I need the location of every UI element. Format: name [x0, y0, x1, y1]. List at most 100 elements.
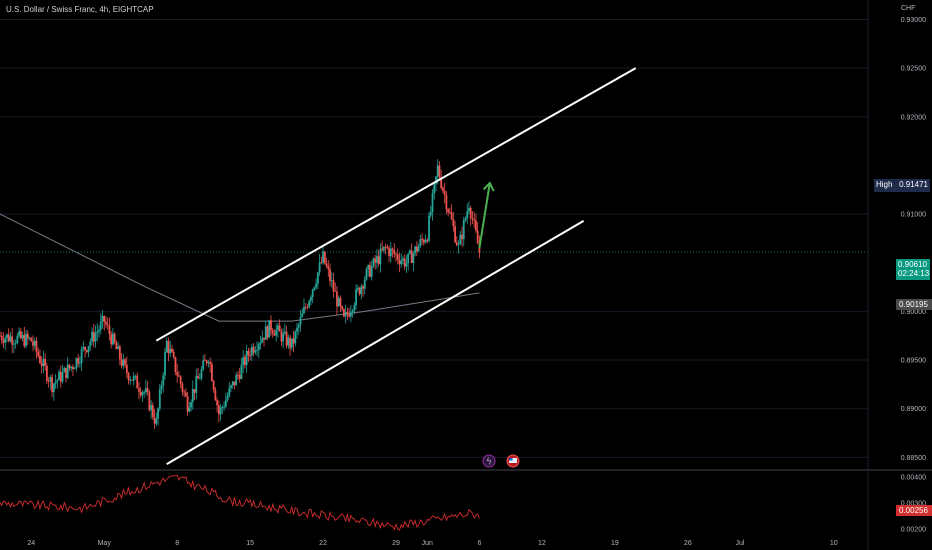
moving-average-line [0, 213, 480, 322]
event-icon-lightning[interactable] [482, 454, 496, 468]
candle-body [372, 258, 375, 267]
candle-body [273, 333, 276, 336]
oscillator-tick-label: 0.00400 [901, 475, 926, 482]
candle-body [360, 286, 363, 295]
candle-body [73, 368, 76, 370]
candle-body [396, 254, 399, 260]
channel-upper-line[interactable] [155, 67, 637, 342]
candle-body [339, 297, 342, 307]
candle-body [337, 297, 340, 307]
candle-body [322, 251, 324, 263]
candle-body [412, 253, 415, 263]
candle-body [2, 339, 5, 343]
candle-body [37, 351, 40, 356]
candle-body [457, 244, 460, 246]
symbol-header: U.S. Dollar / Swiss Franc, 4h, EIGHTCAP [6, 5, 154, 14]
trend-channel[interactable] [155, 67, 637, 466]
candle-body [169, 348, 172, 354]
candle-body [297, 325, 300, 328]
candle-body [165, 340, 168, 353]
candle-body [264, 326, 267, 340]
candle-body [270, 320, 272, 331]
price-tick-label: 0.92500 [901, 66, 926, 73]
candle-body [313, 287, 316, 290]
candle-body [9, 336, 12, 342]
candle-body [287, 337, 290, 346]
candle-body [278, 325, 281, 332]
candle-body [247, 351, 250, 356]
candle-body [238, 374, 241, 379]
candle-body [52, 383, 55, 393]
flag-canton-icon [509, 458, 513, 461]
candle-body [30, 337, 33, 342]
candle-body [363, 279, 366, 289]
candle-body [341, 306, 344, 310]
candle-body [127, 373, 130, 381]
candle-body [330, 280, 333, 282]
moving-average [0, 213, 480, 322]
candle-body [143, 392, 146, 393]
candle-body [421, 239, 423, 241]
countdown: 02:24:13 [898, 269, 930, 278]
candle-body [92, 331, 95, 342]
candle-body [299, 317, 302, 326]
candle-body [242, 357, 245, 365]
candle-body [452, 219, 455, 227]
high-label: High [876, 180, 893, 189]
grid [0, 18, 868, 458]
candle-body [417, 245, 420, 252]
candle-body [202, 360, 205, 370]
candle-body [217, 405, 220, 415]
event-markers[interactable]: ϟ [482, 454, 520, 468]
candle-body [393, 250, 396, 255]
oscillator-value-tag: 0.00256 [896, 505, 932, 516]
candle-body [99, 321, 102, 330]
candle-body [318, 262, 321, 273]
candle-body [240, 364, 243, 379]
candle-body [245, 351, 248, 366]
candle-body [136, 375, 139, 389]
time-tick-label: 19 [611, 540, 619, 547]
time-tick-label: 22 [319, 540, 327, 547]
candle-body [455, 242, 458, 246]
projection-arrow[interactable] [478, 181, 495, 249]
candle-body [150, 405, 153, 411]
candle-body [207, 362, 210, 364]
candle-body [448, 212, 451, 213]
candle-body [209, 362, 212, 365]
candle-body [120, 359, 123, 366]
candle-body [25, 333, 27, 347]
candle-body [461, 234, 463, 240]
candle-body [257, 344, 260, 350]
arrow-shaft[interactable] [478, 182, 491, 249]
oscillator [0, 474, 480, 531]
candle-body [311, 289, 314, 298]
candle-body [117, 346, 120, 350]
oscillator-tick-label: 0.00200 [901, 526, 926, 533]
candle-body [181, 383, 184, 392]
candle-body [469, 208, 472, 219]
arrow-head[interactable] [482, 181, 495, 192]
candle-body [382, 246, 385, 251]
candle-body [7, 334, 10, 342]
candle-body [186, 396, 189, 412]
time-tick-label: 12 [538, 540, 546, 547]
candle-body [125, 364, 128, 374]
candle-body [233, 381, 236, 386]
candle-body [197, 375, 199, 379]
candle-body [250, 346, 253, 356]
price-tick-label: 0.89000 [901, 406, 926, 413]
time-tick-label: 15 [246, 540, 254, 547]
candle-body [289, 337, 291, 348]
candle-body [249, 355, 252, 356]
candle-body [377, 256, 380, 265]
candle-body [141, 392, 144, 396]
candle-body [381, 248, 384, 251]
candle-body [214, 389, 217, 401]
candle-body [4, 337, 7, 343]
candle-body [346, 312, 349, 315]
candle-body [365, 269, 368, 280]
channel-lower-line[interactable] [166, 220, 585, 466]
candle-body [271, 330, 274, 334]
